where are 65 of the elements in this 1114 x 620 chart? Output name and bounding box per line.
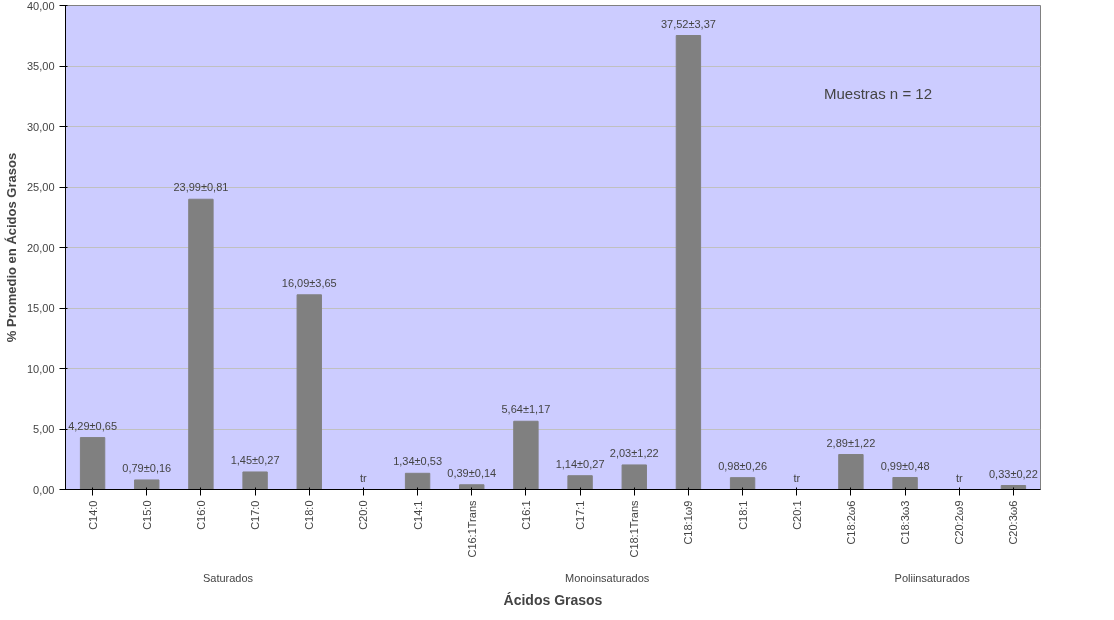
data-label: 1,45±0,27 (230, 454, 280, 467)
bar (892, 477, 918, 490)
y-tick-label: 10,00 (26, 362, 55, 375)
x-tick-label: C17:1 (574, 500, 587, 530)
bar (567, 475, 593, 490)
x-tick-label: C20:2ω9 (953, 500, 966, 545)
data-label: 0,39±0,14 (447, 466, 497, 479)
data-label: 0,79±0,16 (122, 462, 172, 475)
text: Monoinsaturados (564, 571, 650, 584)
data-label: 0,33±0,22 (988, 467, 1038, 480)
y-tick-label: 5,00 (33, 423, 55, 435)
y-tick-label: 15,00 (26, 302, 55, 314)
x-axis-title: Ácidos Grasos (503, 591, 603, 608)
bar (404, 472, 431, 490)
x-tick-label: C20:1 (790, 500, 803, 530)
y-tick-label: 25,00 (26, 181, 55, 193)
y-tick-label: 0,00 (33, 483, 55, 496)
x-tick-label: C16:0 (194, 500, 207, 530)
data-label: tr (955, 471, 963, 484)
x-tick-label: C20:0 (357, 500, 370, 530)
y-tick-label: 30,00 (26, 120, 55, 133)
data-label: 1,34±0,53 (393, 455, 443, 468)
x-tick-label: C15:0 (140, 500, 153, 530)
y-axis-title: % Promedio en Ácidos Grasos (3, 152, 19, 343)
bar (838, 454, 864, 490)
data-label: 16,09±3,65 (281, 277, 337, 289)
y-tick-label: 35,00 (26, 60, 55, 72)
data-label: 5,64±1,17 (501, 403, 551, 416)
x-tick-label: C18:3ω3 (899, 500, 912, 545)
x-tick-label: C18:2ω6 (844, 500, 857, 545)
x-tick-label: C18:0 (303, 500, 316, 530)
x-tick-label: C14:1 (411, 500, 424, 530)
bar (296, 294, 322, 490)
y-tick-label: 40,00 (26, 0, 55, 12)
data-label: 2,03±1,22 (609, 447, 659, 460)
bar (79, 437, 106, 490)
bar (134, 479, 160, 490)
bar (675, 35, 702, 490)
x-tick-label: C18:1ω9 (682, 500, 695, 545)
bar (188, 198, 214, 490)
bar (513, 420, 539, 490)
bar (242, 471, 268, 490)
bar (729, 477, 756, 490)
data-label: 1,14±0,27 (555, 457, 605, 470)
data-label: 2,89±1,22 (826, 436, 876, 449)
data-label: tr (793, 471, 801, 484)
data-label: 0,99±0,48 (880, 459, 930, 472)
data-label: 4,29±0,65 (68, 419, 118, 432)
annotation: Muestras n = 12 (824, 85, 932, 103)
y-tick-label: 20,00 (26, 241, 55, 254)
text: Poliinsaturados (894, 571, 971, 584)
x-tick-label: C20:3ω6 (1007, 500, 1020, 545)
x-tick-label: C18:1Trans (628, 500, 641, 558)
text: Saturados (202, 571, 254, 584)
x-tick-label: C16:1 (519, 500, 532, 530)
data-label: 0,98±0,26 (718, 459, 768, 472)
data-label: 23,99±0,81 (173, 181, 229, 194)
x-tick-label: C16:1Trans (465, 500, 478, 558)
bar (459, 484, 485, 490)
bar (621, 464, 647, 490)
data-label: tr (360, 471, 368, 484)
x-tick-label: C17:0 (249, 500, 262, 530)
x-tick-label: C14:0 (86, 500, 99, 530)
data-label: 37,52±3,37 (660, 17, 716, 30)
x-tick-label: C18:1 (736, 500, 749, 530)
